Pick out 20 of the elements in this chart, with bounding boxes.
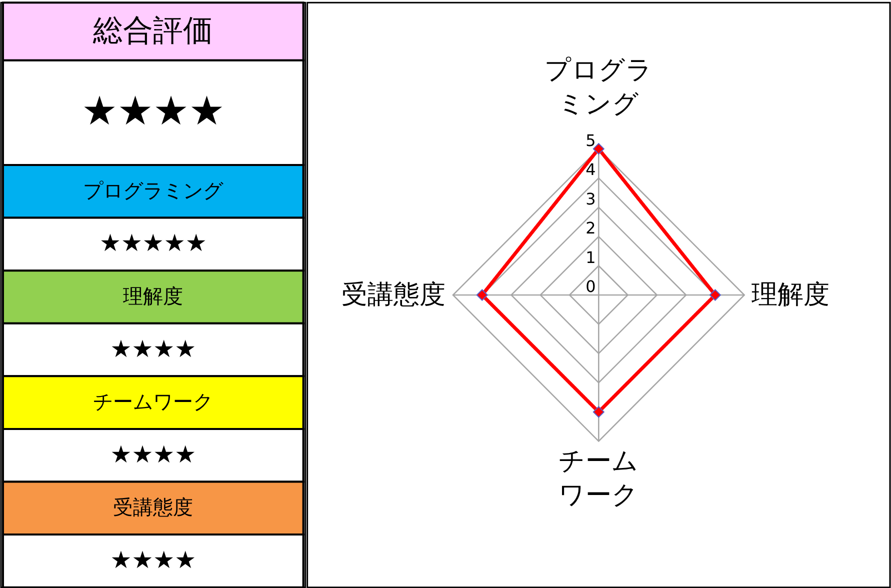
text: ★★★★ (110, 334, 196, 363)
text: ★★★★ (110, 546, 196, 574)
text: プログラミング (83, 178, 224, 202)
text: 受講態度 (113, 495, 194, 520)
y-tick-label: 1 (586, 248, 596, 267)
spoke-label: チームワーク (558, 446, 639, 510)
y-tick-label: 5 (586, 130, 596, 150)
spoke-label: 理解度 (752, 280, 830, 310)
y-tick-label: 3 (586, 189, 596, 208)
spoke-label: 受講態度 (342, 280, 446, 310)
spoke-label: プログラミング (544, 56, 653, 120)
text: ★★★★ (110, 440, 196, 468)
y-tick-label: 2 (586, 218, 596, 238)
text: ★★★★ (82, 88, 225, 135)
text: チームワーク (93, 390, 214, 414)
y-tick-label: 4 (586, 160, 596, 180)
text: 理解度 (123, 284, 184, 308)
text: ★★★★★ (100, 229, 207, 258)
text: 総合評価 (92, 14, 214, 49)
y-tick-label: 0 (586, 277, 596, 296)
